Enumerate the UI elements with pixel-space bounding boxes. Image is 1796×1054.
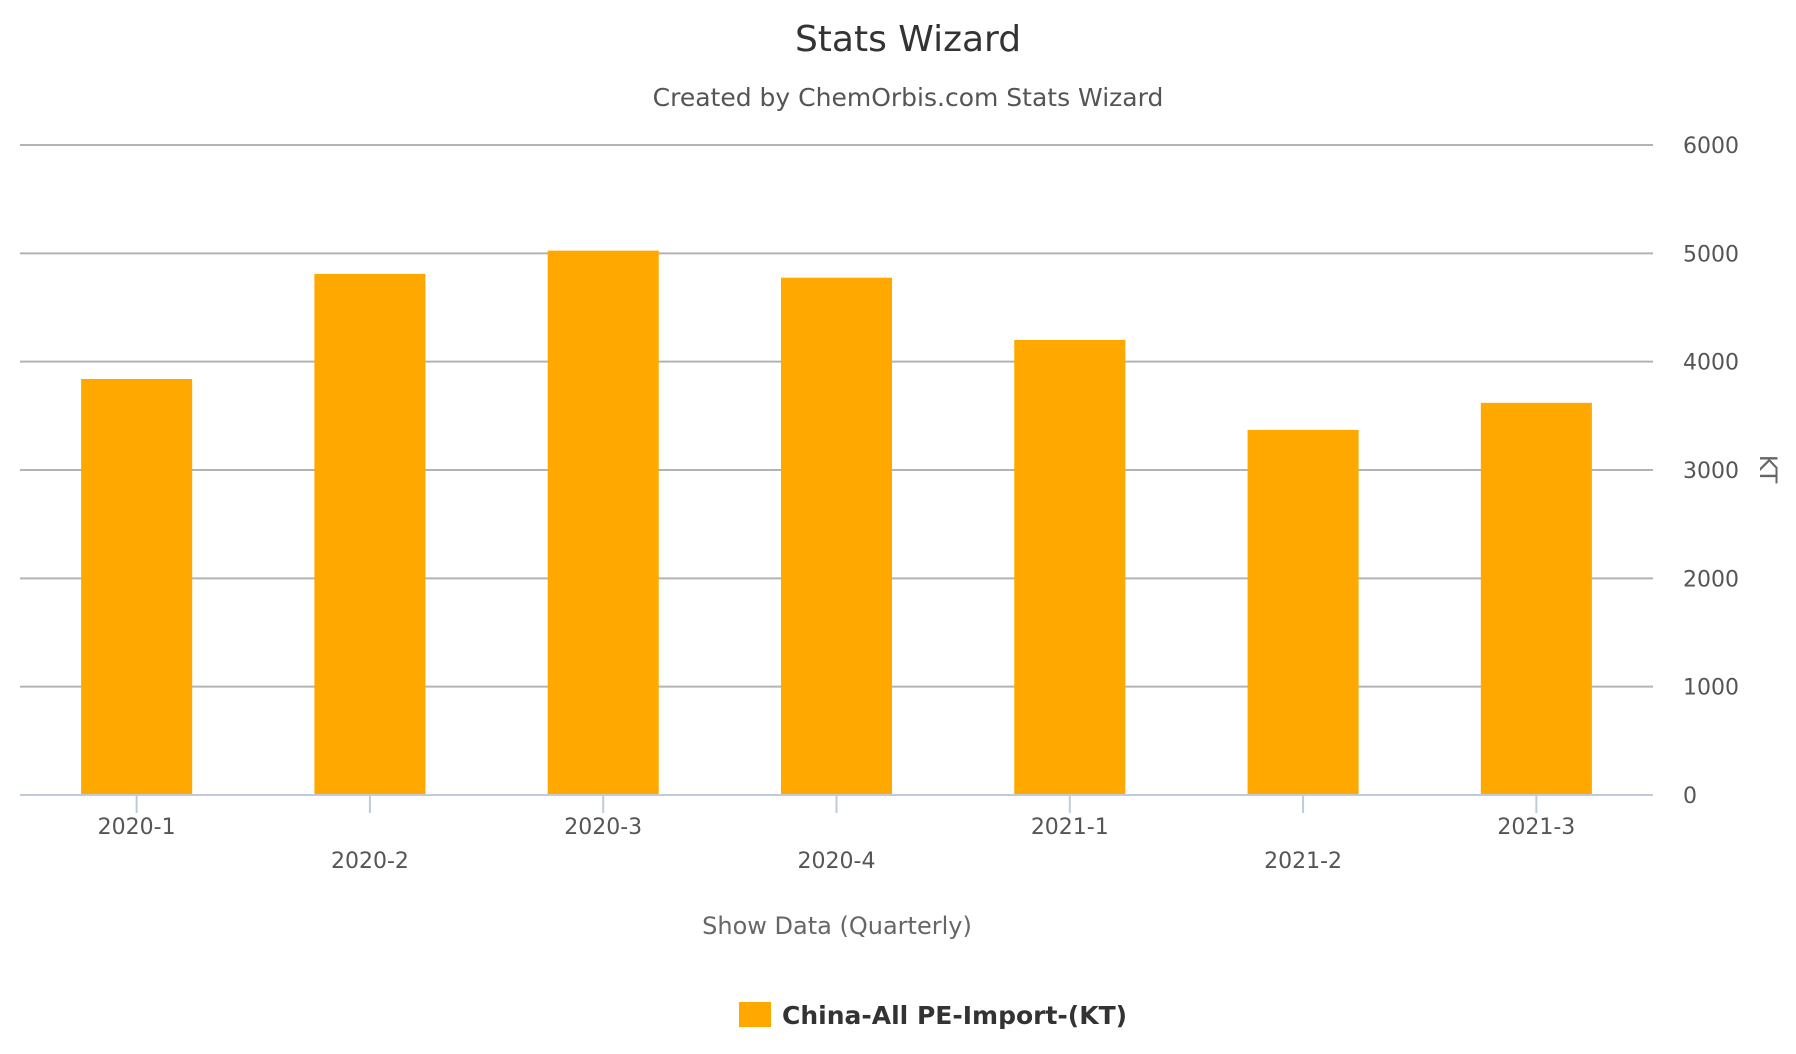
y-tick-label: 5000 [1683,242,1739,267]
chart-title: Stats Wizard [795,19,1021,60]
bar-2020-4[interactable] [780,277,893,795]
legend-swatch [739,1002,771,1027]
x-tick-label: 2020-2 [331,849,409,874]
bars [81,250,1592,796]
x-axis-label: Show Data (Quarterly) [702,912,972,940]
legend-label[interactable]: China-All PE-Import-(KT) [782,1001,1127,1030]
y-axis: 0 1000 2000 3000 4000 5000 6000 [1683,134,1739,809]
y-tick-label: 3000 [1683,459,1739,484]
bar-2020-3[interactable] [547,250,659,795]
y-tick-label: 6000 [1683,134,1739,159]
x-tick-label: 2021-1 [1031,815,1109,840]
y-tick-label: 1000 [1683,676,1739,701]
x-tick-label: 2020-3 [564,815,642,840]
x-tick-label: 2021-3 [1497,815,1575,840]
x-tick-label: 2021-2 [1264,849,1342,874]
bar-2020-1[interactable] [81,379,193,795]
bar-2021-2[interactable] [1247,429,1359,795]
x-tick-label: 2020-1 [98,815,176,840]
bar-2020-2[interactable] [314,273,426,796]
x-tick-label: 2020-4 [798,849,876,874]
x-axis: 2020-1 2020-2 2020-3 2020-4 2021-1 2021-2 2021… [20,794,1653,874]
y-tick-label: 4000 [1683,351,1739,376]
y-tick-label: 0 [1683,784,1697,809]
y-axis-label: KT [1754,455,1782,484]
bar-2021-1[interactable] [1014,340,1126,795]
legend[interactable]: China-All PE-Import-(KT) [739,1001,1127,1030]
chart-subtitle: Created by ChemOrbis.com Stats Wizard [653,83,1164,112]
bar-2021-3[interactable] [1480,402,1592,795]
y-tick-label: 2000 [1683,567,1739,592]
